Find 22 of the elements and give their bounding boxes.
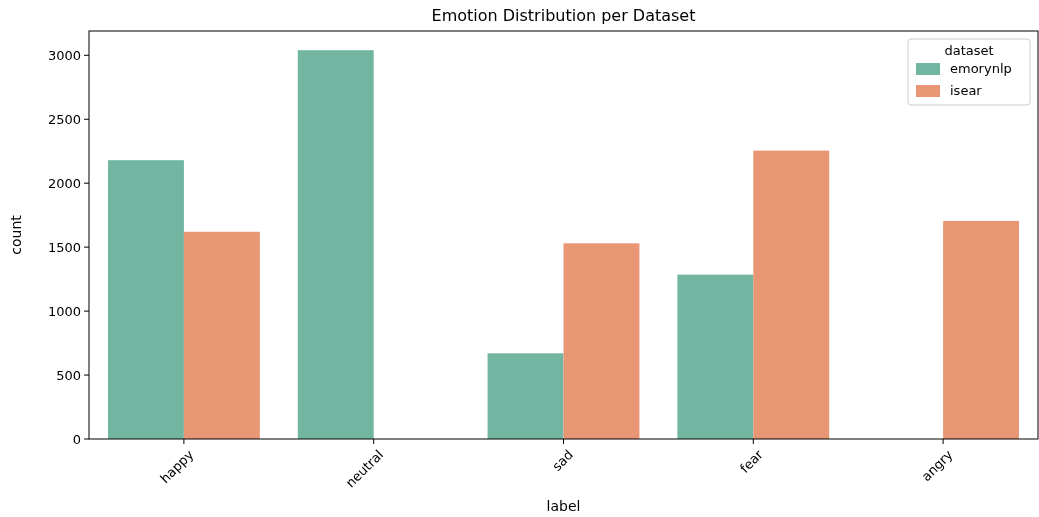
- legend-label: isear: [950, 83, 983, 98]
- bar: [753, 150, 830, 439]
- bar: [677, 274, 754, 439]
- y-tick-label: 1000: [47, 303, 81, 319]
- x-axis-title: label: [546, 498, 581, 514]
- bar: [487, 353, 564, 439]
- y-tick-label: 1500: [47, 239, 81, 255]
- bar: [563, 243, 640, 439]
- legend-title: dataset: [944, 43, 994, 58]
- y-tick-label: 500: [56, 367, 81, 383]
- y-axis-title: count: [8, 214, 24, 255]
- x-tick-label: sad: [549, 446, 577, 474]
- y-tick-label: 3000: [47, 47, 81, 63]
- bar: [297, 50, 374, 439]
- bar: [943, 220, 1020, 439]
- y-tick-label: 2000: [47, 175, 81, 191]
- y-tick-label: 2500: [47, 111, 81, 127]
- bar: [183, 231, 260, 439]
- bar: [107, 160, 184, 439]
- y-tick-label: 0: [72, 431, 81, 447]
- legend-label: emorynlp: [950, 61, 1012, 76]
- chart-title: Emotion Distribution per Dataset: [431, 6, 696, 25]
